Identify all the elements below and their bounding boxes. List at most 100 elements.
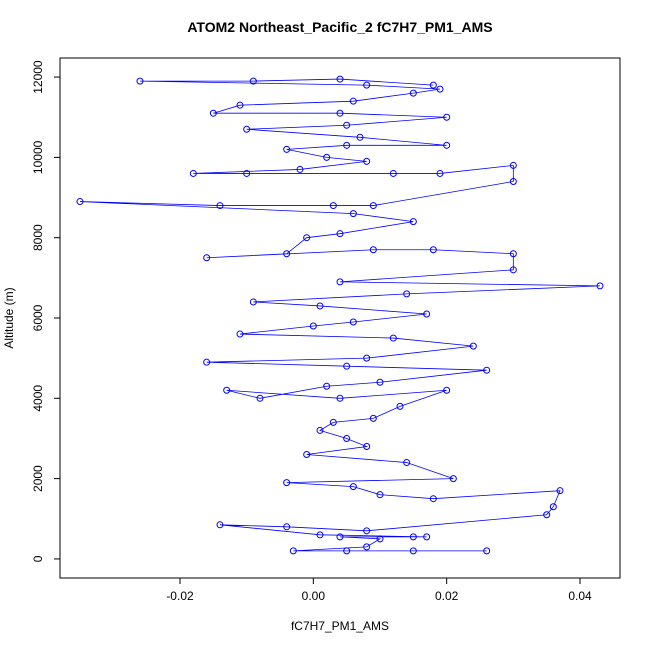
data-point xyxy=(303,234,311,242)
data-point xyxy=(363,442,371,450)
data-point xyxy=(336,533,344,541)
data-point xyxy=(469,342,477,350)
x-tick-label: -0.02 xyxy=(166,589,194,603)
data-point xyxy=(336,278,344,286)
data-point xyxy=(423,310,431,318)
x-tick-label: 0.00 xyxy=(302,589,326,603)
data-point xyxy=(429,81,437,89)
data-point xyxy=(363,354,371,362)
data-point xyxy=(216,202,224,210)
data-point xyxy=(509,266,517,274)
data-point xyxy=(543,511,551,519)
data-point xyxy=(243,125,251,133)
data-point xyxy=(309,322,317,330)
data-point xyxy=(429,495,437,503)
chart-title: ATOM2 Northeast_Pacific_2 fC7H7_PM1_AMS xyxy=(187,19,492,35)
data-point xyxy=(189,169,197,177)
data-point xyxy=(363,157,371,165)
data-point xyxy=(249,77,257,85)
data-point xyxy=(363,543,371,551)
data-point xyxy=(483,547,491,555)
data-point xyxy=(316,426,324,434)
data-point xyxy=(436,169,444,177)
data-point xyxy=(443,386,451,394)
x-tick-label: 0.04 xyxy=(568,589,592,603)
data-point xyxy=(343,547,351,555)
y-tick-label: 10000 xyxy=(31,140,45,174)
data-point xyxy=(363,527,371,535)
data-point xyxy=(283,479,291,487)
data-point xyxy=(316,302,324,310)
data-point xyxy=(436,85,444,93)
data-point xyxy=(216,521,224,529)
y-tick-label: 8000 xyxy=(31,224,45,251)
data-point xyxy=(389,334,397,342)
data-point xyxy=(329,418,337,426)
data-point xyxy=(376,491,384,499)
data-point xyxy=(396,402,404,410)
data-point xyxy=(329,202,337,210)
data-point xyxy=(429,246,437,254)
data-point xyxy=(303,451,311,459)
data-point xyxy=(376,535,384,543)
data-point xyxy=(349,210,357,218)
data-point xyxy=(449,475,457,483)
data-point xyxy=(336,394,344,402)
data-point xyxy=(443,113,451,121)
data-point xyxy=(409,89,417,97)
data-point xyxy=(203,358,211,366)
y-tick-label: 12000 xyxy=(31,60,45,94)
y-tick-label: 0 xyxy=(31,555,45,562)
data-point xyxy=(409,533,417,541)
data-point xyxy=(369,414,377,422)
data-point xyxy=(356,133,364,141)
data-point xyxy=(223,386,231,394)
data-point xyxy=(343,434,351,442)
data-point xyxy=(549,503,557,511)
data-point xyxy=(443,141,451,149)
data-point xyxy=(349,483,357,491)
data-point xyxy=(316,531,324,539)
data-point xyxy=(363,81,371,89)
data-point xyxy=(376,378,384,386)
data-point xyxy=(136,77,144,85)
data-point xyxy=(289,547,297,555)
data-point xyxy=(403,459,411,467)
data-point xyxy=(349,318,357,326)
data-point xyxy=(403,290,411,298)
x-axis-label: fC7H7_PM1_AMS xyxy=(291,619,389,633)
data-point xyxy=(336,75,344,83)
data-point xyxy=(389,169,397,177)
data-point xyxy=(369,202,377,210)
data-point xyxy=(556,487,564,495)
data-line xyxy=(79,78,601,552)
y-tick-label: 6000 xyxy=(31,304,45,331)
y-tick-label: 2000 xyxy=(31,465,45,492)
data-point xyxy=(509,250,517,258)
y-axis-label: Altitude (m) xyxy=(2,287,16,348)
data-point xyxy=(236,330,244,338)
data-point xyxy=(349,97,357,105)
data-point xyxy=(283,250,291,258)
data-point xyxy=(336,230,344,238)
data-point xyxy=(209,109,217,117)
data-point xyxy=(296,165,304,173)
data-point xyxy=(596,282,604,290)
data-point xyxy=(336,109,344,117)
data-point xyxy=(256,394,264,402)
data-point xyxy=(409,547,417,555)
data-point xyxy=(409,218,417,226)
data-point xyxy=(343,362,351,370)
data-point xyxy=(343,121,351,129)
data-point xyxy=(243,169,251,177)
data-point xyxy=(369,246,377,254)
data-point xyxy=(509,161,517,169)
data-point xyxy=(323,382,331,390)
data-point xyxy=(283,145,291,153)
data-point xyxy=(343,141,351,149)
x-tick-label: 0.02 xyxy=(435,589,459,603)
data-point xyxy=(203,254,211,262)
data-point xyxy=(236,101,244,109)
data-point xyxy=(249,298,257,306)
